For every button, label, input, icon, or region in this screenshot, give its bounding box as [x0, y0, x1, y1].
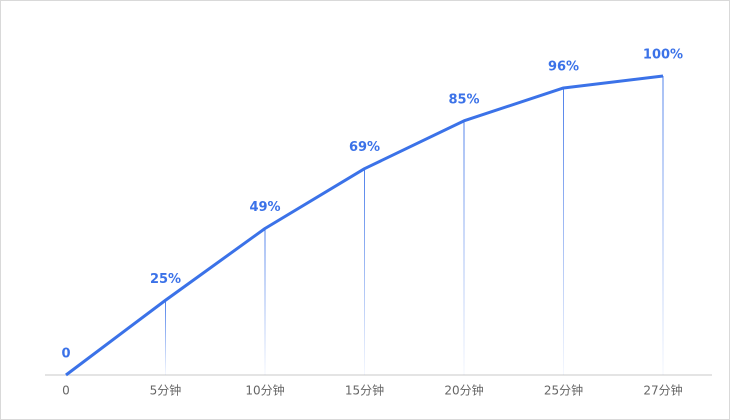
- value-label: 96%: [548, 59, 579, 74]
- x-tick-label: 20分钟: [444, 383, 483, 398]
- x-tick-label: 15分钟: [345, 383, 384, 398]
- drop-line: [463, 120, 465, 375]
- x-tick-label: 5分钟: [150, 383, 182, 398]
- drop-line: [165, 300, 166, 375]
- value-label: 85%: [448, 92, 479, 107]
- drop-line: [364, 168, 365, 375]
- value-label: 25%: [150, 272, 181, 287]
- value-label: 49%: [249, 200, 280, 215]
- value-label: 69%: [349, 140, 380, 155]
- x-tick-label: 10分钟: [245, 383, 284, 398]
- x-tick-label: 0: [62, 384, 70, 398]
- drop-line: [563, 87, 564, 376]
- value-label: 100%: [643, 48, 683, 63]
- x-tick-label: 25分钟: [544, 383, 583, 398]
- x-tick-label: 27分钟: [643, 383, 682, 398]
- drop-line: [264, 228, 266, 375]
- value-label: 0: [61, 347, 70, 362]
- drop-line: [662, 76, 664, 375]
- line: [65, 74, 664, 377]
